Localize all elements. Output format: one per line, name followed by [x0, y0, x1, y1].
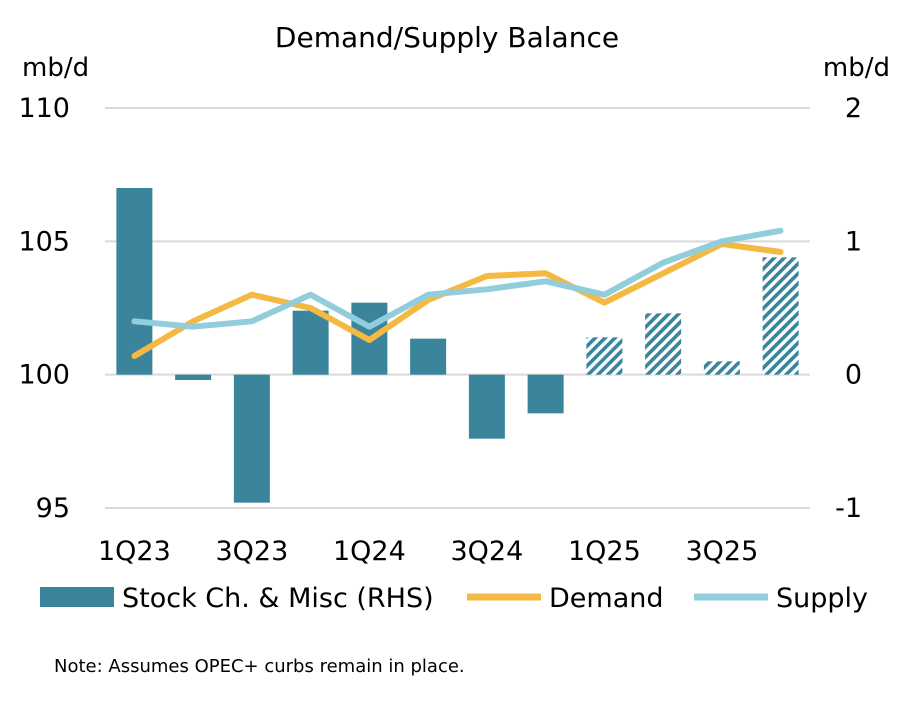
gridlines [105, 107, 810, 509]
left-axis-tick-label: 110 [18, 93, 70, 124]
legend-swatch-stock-change [40, 587, 114, 607]
bar-series [116, 188, 799, 503]
bar-stock-change [762, 257, 799, 375]
x-axis-tick-label: 1Q24 [333, 536, 406, 567]
line-supply [131, 227, 784, 330]
footnote: Note: Assumes OPEC+ curbs remain in plac… [54, 656, 465, 677]
line-series [131, 227, 784, 359]
bar-stock-change [586, 337, 623, 375]
left-axis-tick-label: 105 [18, 226, 70, 257]
left-axis-ticks: 95 100 105 110 [18, 93, 70, 524]
bar-stock-change [292, 310, 329, 375]
right-axis-tick-label: 1 [845, 226, 862, 257]
x-axis-tick-label: 3Q23 [215, 536, 288, 567]
bar-stock-change [116, 188, 153, 375]
x-axis-tick-label: 1Q25 [568, 536, 641, 567]
line-demand [131, 241, 784, 359]
x-axis-ticks: 1Q23 3Q23 1Q24 3Q24 1Q25 3Q25 [98, 536, 758, 567]
right-axis-unit: mb/d [823, 53, 890, 83]
left-axis-unit: mb/d [22, 53, 89, 83]
left-axis-tick-label: 100 [18, 360, 70, 391]
bar-stock-change [527, 374, 564, 414]
bar-stock-change [703, 361, 740, 375]
chart-title: Demand/Supply Balance [275, 21, 619, 54]
bar-stock-change [645, 313, 682, 375]
legend: Stock Ch. & Misc (RHS) Demand Supply [40, 583, 868, 614]
right-axis-tick-label: 0 [845, 360, 862, 391]
legend-label-supply: Supply [776, 583, 868, 614]
right-axis-ticks: -1 0 1 2 [835, 93, 862, 524]
legend-label-demand: Demand [549, 583, 664, 614]
bar-stock-change [175, 374, 212, 380]
bar-stock-change [233, 374, 270, 503]
right-axis-tick-label: 2 [845, 93, 862, 124]
x-axis-tick-label: 1Q23 [98, 536, 171, 567]
left-axis-tick-label: 95 [36, 493, 70, 524]
x-axis-tick-label: 3Q25 [685, 536, 758, 567]
right-axis-tick-label: -1 [835, 493, 862, 524]
x-axis-tick-label: 3Q24 [450, 536, 523, 567]
bar-stock-change [410, 338, 447, 375]
legend-label-stock-change: Stock Ch. & Misc (RHS) [122, 583, 434, 614]
bar-stock-change [468, 374, 505, 439]
